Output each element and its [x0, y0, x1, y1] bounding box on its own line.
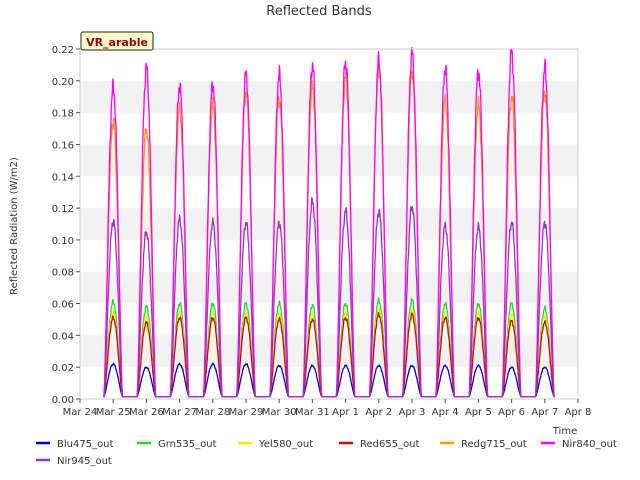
- x-axis-label: Time: [552, 426, 577, 437]
- y-tick-label: 0.20: [52, 77, 74, 88]
- grid-band: [80, 208, 578, 240]
- y-tick-label: 0.02: [52, 363, 74, 374]
- x-tick-label: Apr 5: [465, 407, 492, 418]
- y-ticks: 0.00 0.02 0.04 0.06 0.08 0.10 0.12 0.14 0.16 0.18…: [52, 45, 80, 406]
- legend: Blu475_out Grn535_out Yel580_out Red655_out…: [36, 439, 617, 467]
- legend-label: Grn535_out: [158, 439, 217, 450]
- series-lines: [102, 46, 556, 398]
- y-tick-label: 0.16: [52, 140, 74, 151]
- y-tick-label: 0.04: [52, 331, 74, 342]
- legend-item: Blu475_out: [36, 439, 114, 450]
- x-tick-label: Apr 4: [432, 407, 459, 418]
- grid-band: [80, 80, 578, 113]
- legend-item: Nir840_out: [541, 439, 617, 450]
- y-tick-label: 0.06: [52, 300, 74, 311]
- x-tick-label: Apr 1: [332, 407, 359, 418]
- x-tick-label: Apr 7: [531, 407, 558, 418]
- legend-item: Grn535_out: [137, 439, 217, 450]
- grid-band: [80, 176, 578, 209]
- grid-band: [80, 335, 578, 368]
- grid-band: [80, 367, 578, 399]
- x-tick-label: Mar 27: [162, 407, 197, 418]
- x-tick-label: Apr 2: [365, 407, 392, 418]
- y-tick-label: 0.14: [52, 172, 74, 183]
- x-tick-label: Apr 6: [498, 407, 525, 418]
- x-tick-label: Mar 31: [295, 407, 330, 418]
- x-tick-label: Mar 25: [96, 407, 131, 418]
- annotation-label: VR_arable: [86, 36, 148, 49]
- series-line-nir945_out: [102, 197, 556, 398]
- x-tick-label: Mar 29: [229, 407, 264, 418]
- x-tick-label: Mar 28: [195, 407, 230, 418]
- y-tick-label: 0.10: [52, 236, 74, 247]
- grid-band: [80, 144, 578, 177]
- chart-title: Reflected Bands: [266, 4, 372, 19]
- legend-label: Nir945_out: [57, 456, 112, 467]
- y-tick-label: 0.12: [52, 204, 74, 215]
- y-axis-label: Reflected Radiation (W/m2): [9, 157, 20, 295]
- legend-label: Yel580_out: [258, 439, 313, 450]
- x-tick-label: Mar 26: [129, 407, 164, 418]
- legend-item: Red655_out: [339, 439, 420, 450]
- annotation-box: VR_arable: [80, 31, 154, 51]
- legend-item: Redg715_out: [440, 439, 527, 450]
- grid-band: [80, 112, 578, 145]
- x-tick-label: Mar 24: [63, 407, 98, 418]
- legend-item: Nir945_out: [36, 456, 112, 467]
- legend-item: Yel580_out: [238, 439, 313, 450]
- grid-band: [80, 239, 578, 272]
- plot-frame: [79, 48, 579, 400]
- y-tick-label: 0.00: [52, 395, 74, 406]
- x-tick-label: Mar 30: [262, 407, 297, 418]
- legend-label: Blu475_out: [57, 439, 114, 450]
- x-tick-label: Apr 3: [399, 407, 426, 418]
- grid-bands: [80, 49, 578, 399]
- y-tick-label: 0.22: [52, 45, 74, 56]
- x-tick-label: Apr 8: [565, 407, 592, 418]
- y-tick-label: 0.18: [52, 109, 74, 120]
- legend-label: Redg715_out: [461, 439, 527, 450]
- grid-band: [80, 303, 578, 336]
- annotation-background: [80, 31, 154, 51]
- grid-band: [80, 271, 578, 304]
- legend-label: Nir840_out: [562, 439, 617, 450]
- y-tick-label: 0.08: [52, 268, 74, 279]
- grid-band: [80, 49, 578, 81]
- legend-label: Red655_out: [360, 439, 420, 450]
